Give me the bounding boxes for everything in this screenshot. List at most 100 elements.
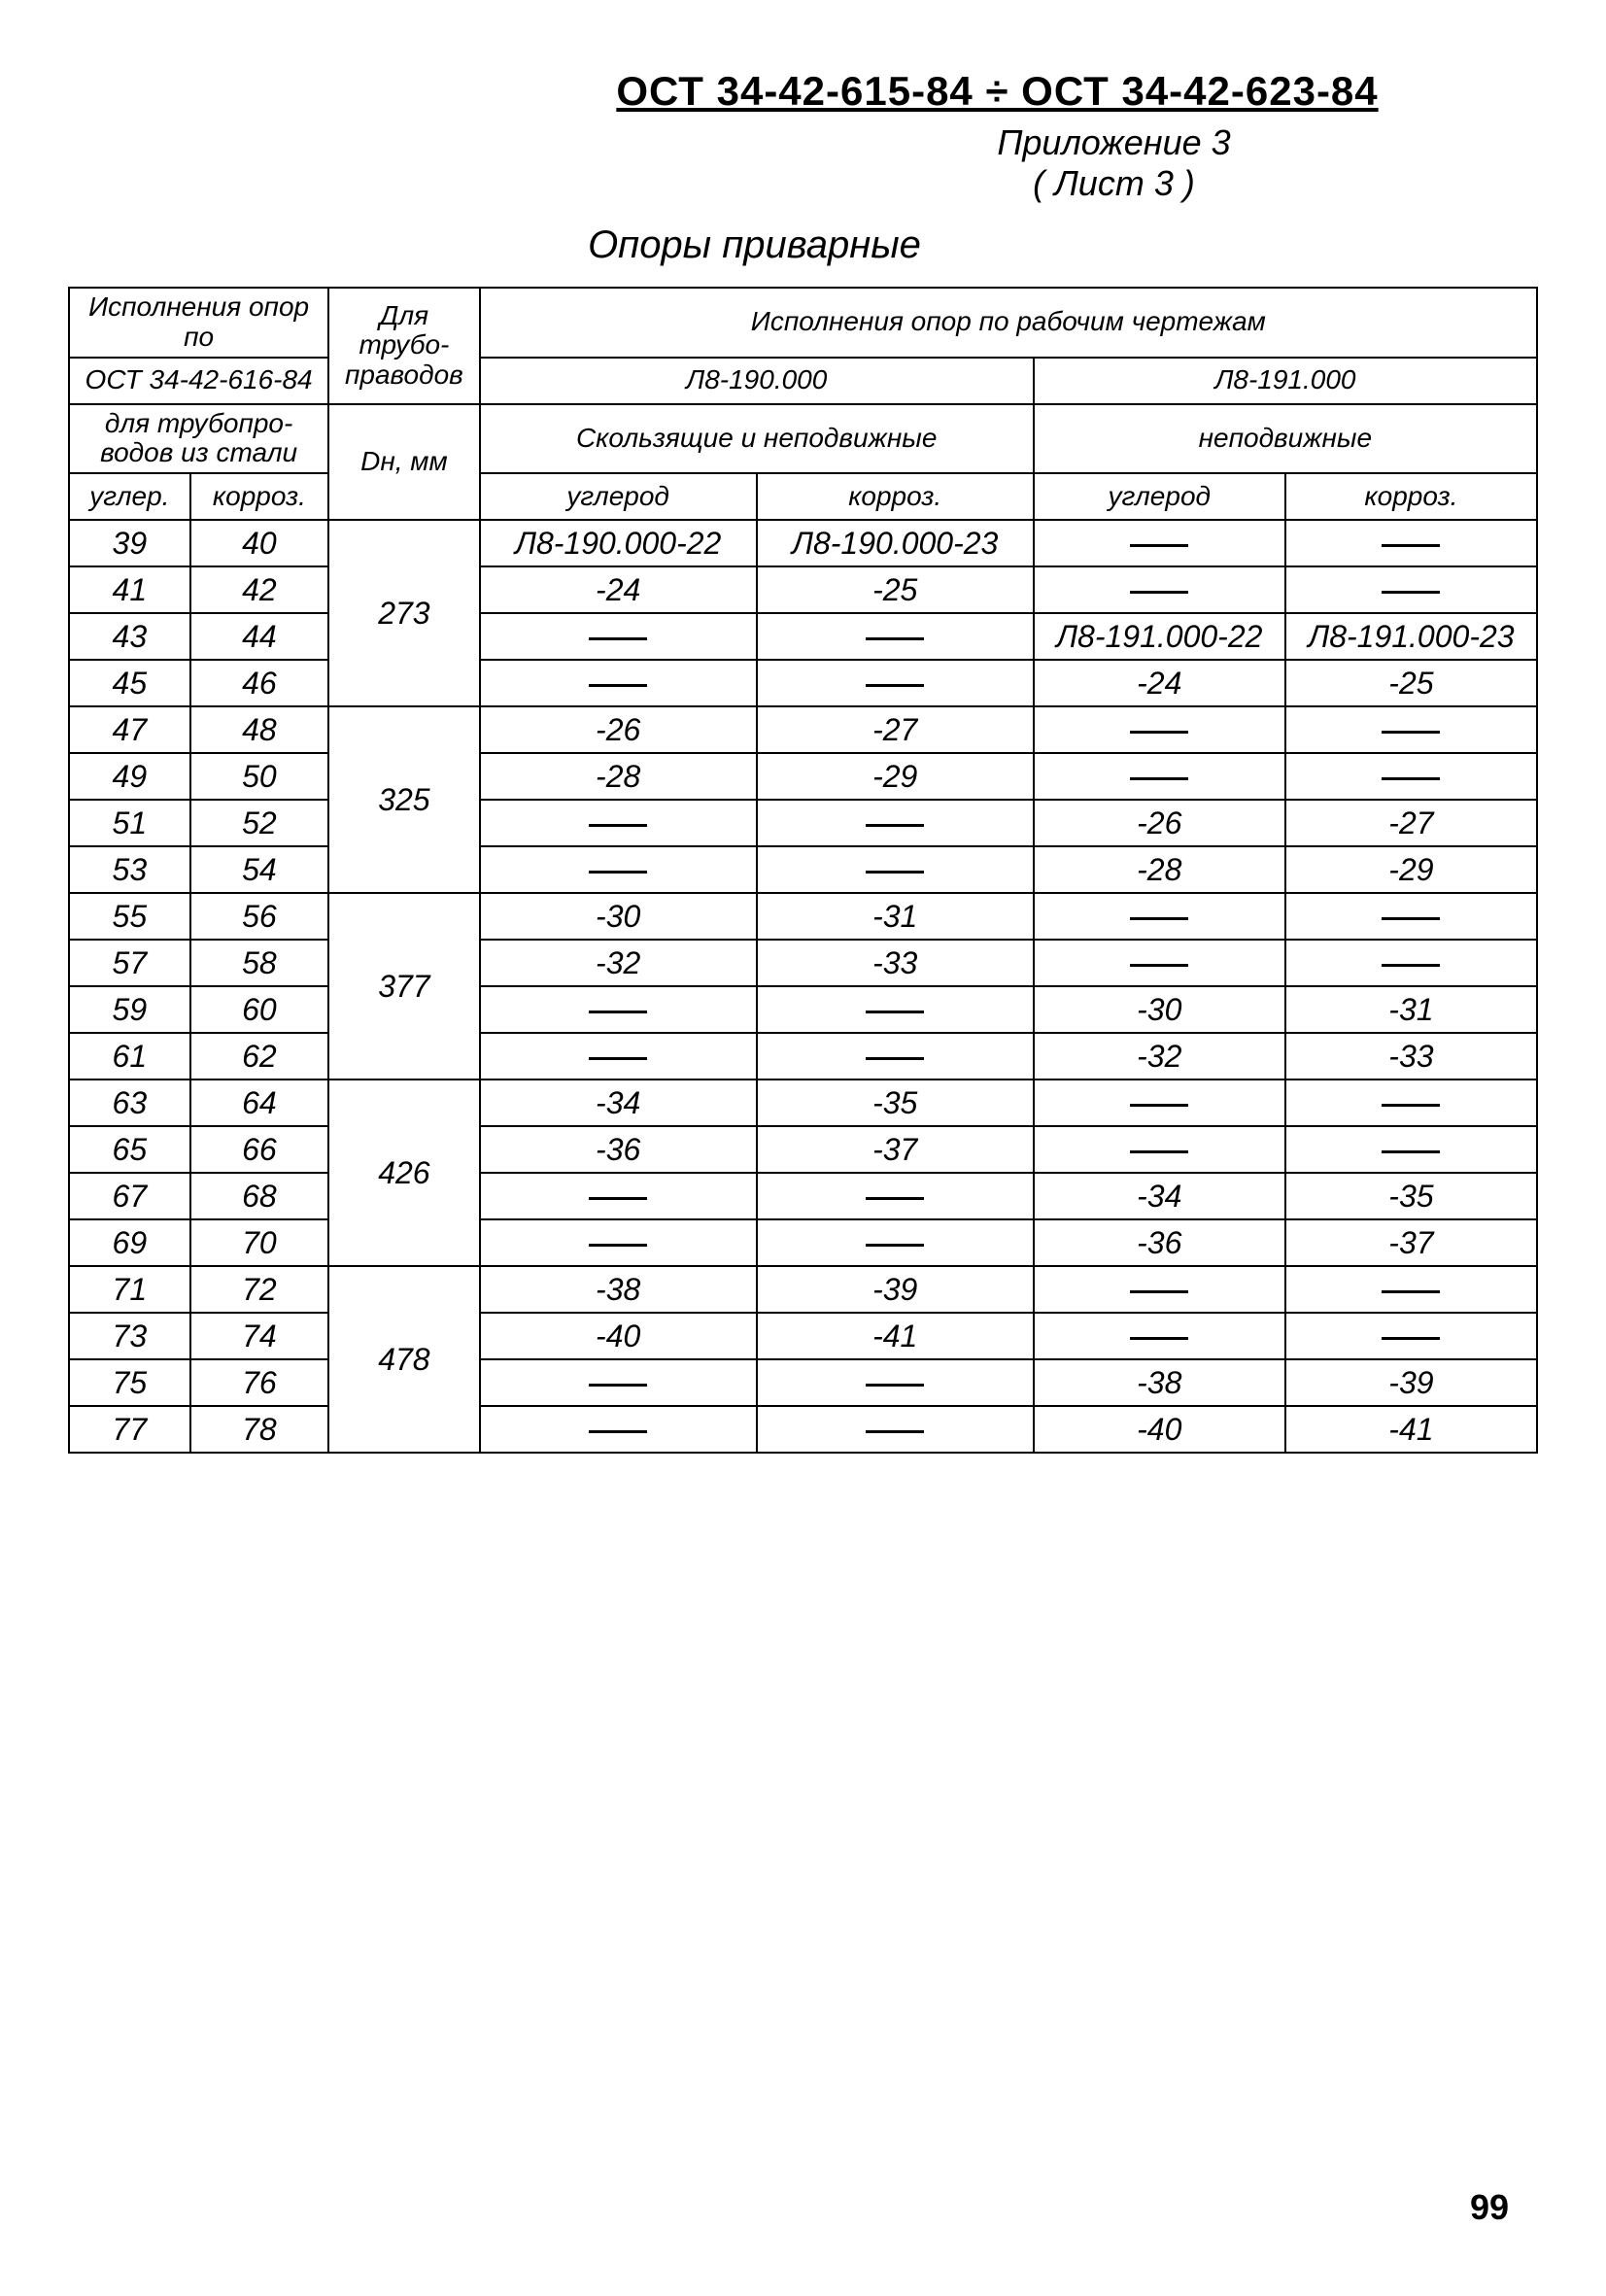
cell-value bbox=[1285, 706, 1537, 753]
table-row: 7172478-38-39 bbox=[69, 1266, 1537, 1313]
cell-value bbox=[757, 1033, 1034, 1079]
cell-value: -27 bbox=[757, 706, 1034, 753]
cell-dn: 478 bbox=[328, 1266, 479, 1453]
cell-value: -41 bbox=[1285, 1406, 1537, 1453]
table-body: 3940273Л8-190.000-22Л8-190.000-234142-24… bbox=[69, 520, 1537, 1453]
cell-value bbox=[757, 1219, 1034, 1266]
cell-value: -38 bbox=[480, 1266, 757, 1313]
cell-corros-exec: 42 bbox=[190, 566, 329, 613]
cell-corros-exec: 48 bbox=[190, 706, 329, 753]
header-carbon-3: углерод bbox=[1034, 473, 1285, 520]
cell-value: -40 bbox=[480, 1313, 757, 1359]
header-pipe: Для трубо­право­дов bbox=[328, 288, 479, 404]
header-carbon-1: углер. bbox=[69, 473, 190, 520]
cell-value bbox=[757, 986, 1034, 1033]
cell-value: Л8-191.000-22 bbox=[1034, 613, 1285, 660]
cell-value bbox=[757, 800, 1034, 846]
cell-carbon-exec: 51 bbox=[69, 800, 190, 846]
cell-carbon-exec: 55 bbox=[69, 893, 190, 940]
cell-corros-exec: 66 bbox=[190, 1126, 329, 1173]
cell-value: -37 bbox=[1285, 1219, 1537, 1266]
table-row: 5354-28-29 bbox=[69, 846, 1537, 893]
cell-corros-exec: 40 bbox=[190, 520, 329, 566]
cell-corros-exec: 54 bbox=[190, 846, 329, 893]
header-dn: Dн, мм bbox=[328, 404, 479, 521]
cell-value bbox=[1285, 520, 1537, 566]
cell-value bbox=[1285, 753, 1537, 800]
cell-value: -34 bbox=[480, 1079, 757, 1126]
table-row: 6970-36-37 bbox=[69, 1219, 1537, 1266]
cell-value: -28 bbox=[1034, 846, 1285, 893]
table-row: 4748325-26-27 bbox=[69, 706, 1537, 753]
cell-dn: 325 bbox=[328, 706, 479, 893]
header-corros-1: корроз. bbox=[190, 473, 329, 520]
table-row: 4546-24-25 bbox=[69, 660, 1537, 706]
header-ost-num: ОСТ 34-42-616-84 bbox=[69, 358, 328, 404]
cell-corros-exec: 50 bbox=[190, 753, 329, 800]
cell-value: Л8-190.000-23 bbox=[757, 520, 1034, 566]
cell-carbon-exec: 57 bbox=[69, 940, 190, 986]
header-l8-191: Л8-191.000 bbox=[1034, 358, 1537, 404]
cell-value bbox=[1285, 940, 1537, 986]
header-carbon-2: углерод bbox=[480, 473, 757, 520]
cell-value bbox=[480, 1033, 757, 1079]
cell-value bbox=[480, 1359, 757, 1406]
cell-carbon-exec: 65 bbox=[69, 1126, 190, 1173]
cell-value: -35 bbox=[1285, 1173, 1537, 1219]
cell-value: -29 bbox=[757, 753, 1034, 800]
cell-value: -41 bbox=[757, 1313, 1034, 1359]
cell-dn: 426 bbox=[328, 1079, 479, 1266]
page-title: Опоры приварные bbox=[0, 223, 1538, 267]
header-fixed: неподвижные bbox=[1034, 404, 1537, 474]
cell-value bbox=[757, 1359, 1034, 1406]
cell-value: -29 bbox=[1285, 846, 1537, 893]
document-number: ОСТ 34-42-615-84 ÷ ОСТ 34-42-623-84 bbox=[457, 68, 1538, 115]
cell-value: -24 bbox=[1034, 660, 1285, 706]
cell-value: -26 bbox=[480, 706, 757, 753]
cell-carbon-exec: 47 bbox=[69, 706, 190, 753]
cell-value bbox=[757, 613, 1034, 660]
cell-value bbox=[1034, 1079, 1285, 1126]
cell-value: -37 bbox=[757, 1126, 1034, 1173]
cell-carbon-exec: 39 bbox=[69, 520, 190, 566]
data-table: Исполнения опор по Для трубо­право­дов И… bbox=[68, 287, 1538, 1454]
cell-corros-exec: 76 bbox=[190, 1359, 329, 1406]
cell-value bbox=[1285, 1079, 1537, 1126]
cell-carbon-exec: 59 bbox=[69, 986, 190, 1033]
cell-corros-exec: 46 bbox=[190, 660, 329, 706]
header-steel-pipe: для трубопро­водов из стали bbox=[69, 404, 328, 474]
cell-carbon-exec: 69 bbox=[69, 1219, 190, 1266]
header-sliding-fixed: Скользящие и неподвижные bbox=[480, 404, 1034, 474]
cell-corros-exec: 62 bbox=[190, 1033, 329, 1079]
cell-value: -40 bbox=[1034, 1406, 1285, 1453]
cell-corros-exec: 60 bbox=[190, 986, 329, 1033]
cell-value: -39 bbox=[1285, 1359, 1537, 1406]
cell-dn: 273 bbox=[328, 520, 479, 706]
cell-value: Л8-191.000-23 bbox=[1285, 613, 1537, 660]
cell-corros-exec: 58 bbox=[190, 940, 329, 986]
cell-value bbox=[1285, 893, 1537, 940]
cell-value bbox=[480, 660, 757, 706]
cell-value bbox=[1034, 940, 1285, 986]
cell-value bbox=[1285, 1126, 1537, 1173]
cell-value bbox=[1034, 566, 1285, 613]
appendix-label: Приложение 3 bbox=[690, 122, 1538, 163]
table-row: 5758-32-33 bbox=[69, 940, 1537, 986]
document-header: ОСТ 34-42-615-84 ÷ ОСТ 34-42-623-84 Прил… bbox=[457, 68, 1538, 204]
table-row: 7374-40-41 bbox=[69, 1313, 1537, 1359]
cell-value bbox=[480, 1219, 757, 1266]
cell-value bbox=[757, 1173, 1034, 1219]
cell-value: Л8-190.000-22 bbox=[480, 520, 757, 566]
header-exec-ost: Исполнения опор по bbox=[69, 288, 328, 358]
header-corros-3: корроз. bbox=[1285, 473, 1537, 520]
table-row: 6364426-34-35 bbox=[69, 1079, 1537, 1126]
cell-value: -39 bbox=[757, 1266, 1034, 1313]
cell-value bbox=[1285, 566, 1537, 613]
cell-value bbox=[1034, 1126, 1285, 1173]
cell-value bbox=[1285, 1266, 1537, 1313]
cell-corros-exec: 64 bbox=[190, 1079, 329, 1126]
table-row: 4950-28-29 bbox=[69, 753, 1537, 800]
table-row: 5556377-30-31 bbox=[69, 893, 1537, 940]
page-number: 99 bbox=[1470, 2187, 1509, 2228]
cell-value bbox=[757, 1406, 1034, 1453]
